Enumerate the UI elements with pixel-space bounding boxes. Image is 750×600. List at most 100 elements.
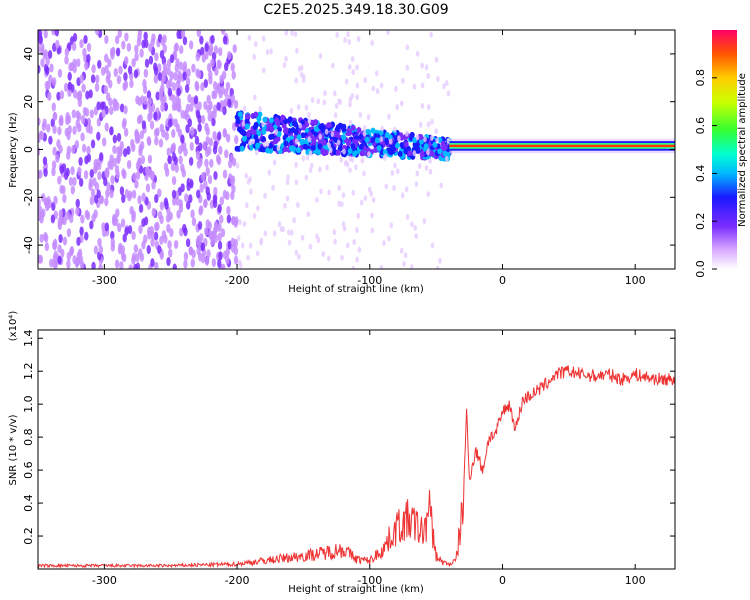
spectrogram-cell (277, 126, 283, 133)
spectrogram-cell (244, 113, 250, 120)
spectrogram-cell (59, 184, 64, 194)
spectrogram-cell (347, 148, 353, 155)
spectrogram-cell (253, 134, 259, 141)
spectrogram-cell (410, 221, 414, 228)
spectrogram-cell (370, 40, 374, 47)
spectrogram-cell (248, 176, 252, 183)
spectrogram-cell (42, 118, 47, 128)
spectrogram-cell (302, 143, 308, 150)
spectrogram-cell (348, 96, 353, 103)
spectrogram-cell (104, 197, 109, 207)
spectrogram-cell (63, 171, 69, 181)
spectrogram-cell (55, 39, 60, 49)
spectrogram-cell (186, 200, 191, 210)
spectrogram-cell (442, 150, 448, 157)
spectrogram-cell (150, 37, 155, 47)
spectrogram-cell (418, 134, 424, 141)
spectrogram-cell (222, 169, 228, 179)
spectrogram-cell (119, 186, 125, 196)
y-tick-label: 0.4 (22, 494, 35, 512)
spectrogram-cell (301, 155, 306, 162)
spectrogram-cell (139, 130, 145, 140)
spectrogram-cell (167, 240, 172, 250)
spectrogram-cell (296, 147, 302, 154)
spectrogram-cell (188, 194, 193, 204)
spectrogram-cell (252, 94, 257, 101)
spectrogram-cell (197, 101, 202, 111)
spectrogram-cell (206, 63, 212, 73)
spectrogram-cell (419, 151, 425, 158)
spectrogram-cell (135, 170, 141, 180)
spectrogram-cell (216, 131, 222, 141)
spectrogram-cell (93, 165, 98, 175)
spectrogram-cell (357, 246, 362, 253)
spectrogram-cell (283, 126, 289, 133)
spectrogram-cell (204, 50, 209, 60)
spectrogram-cell (119, 261, 124, 269)
spectrogram-cell (434, 128, 438, 135)
spectrogram-cell (86, 53, 91, 63)
spectrogram-cell (426, 191, 431, 198)
spectrogram-cell (45, 56, 50, 66)
spectrogram-cell (259, 239, 263, 246)
spectrogram-cell (216, 101, 221, 111)
spectrogram-cell (75, 206, 80, 216)
spectrogram-cell (274, 117, 280, 124)
spectrogram-cell (220, 30, 226, 35)
spectrogram-cell (78, 156, 83, 166)
spectrogram-cell (62, 194, 67, 204)
spectrogram-cell (154, 52, 159, 62)
spectrogram-cell (223, 62, 229, 72)
spectrogram-cell (79, 74, 84, 84)
spectrogram-cell (317, 143, 323, 150)
spectrogram-cell (395, 142, 401, 149)
spectrogram-cell (265, 49, 270, 56)
spectrogram-cell (97, 237, 102, 247)
spectrogram-cell (137, 30, 143, 37)
x-tick-label: -100 (357, 574, 382, 587)
spectrogram-cell (103, 177, 108, 187)
spectrogram-cell (153, 128, 159, 138)
spectrogram-cell (294, 249, 299, 256)
spectrogram-cell (390, 169, 395, 176)
spectrogram-cell (418, 121, 423, 128)
spectrogram-cell (420, 82, 425, 89)
spectrogram-cell (169, 54, 175, 64)
spectrogram-cell (166, 58, 172, 68)
spectrogram-cell (256, 205, 260, 212)
spectrogram-cell (116, 146, 121, 156)
spectrogram-cell (217, 232, 222, 242)
spectrogram-cell (76, 58, 81, 68)
spectrogram-cell (446, 137, 451, 144)
spectrogram-cell (71, 144, 76, 154)
spectrogram-cell (305, 154, 310, 161)
spectrogram-cell (405, 64, 410, 71)
spectrogram-cell (143, 216, 149, 226)
spectrogram-cell (198, 205, 204, 215)
spectrogram-cell (171, 102, 177, 112)
spectrogram-cell (318, 133, 323, 140)
spectrogram-cell (179, 45, 184, 55)
spectrogram-cell (379, 264, 384, 269)
spectrogram-cell (163, 234, 168, 244)
spectrogram-cell (290, 30, 294, 36)
spectrogram-cell (55, 153, 60, 163)
y-tick-label: -20 (22, 188, 35, 206)
spectrogram-cell (161, 73, 166, 83)
spectrogram-cell (418, 138, 424, 145)
spectrogram-cell (201, 171, 206, 181)
spectrogram-cell (146, 90, 152, 100)
spectrogram-cell (153, 111, 158, 121)
spectrogram-cell (83, 34, 88, 44)
spectrogram-cell (157, 245, 162, 255)
spectrogram-cell (213, 220, 219, 230)
spectrogram-cell (298, 122, 303, 129)
spectrogram-cell (81, 143, 87, 153)
spectrogram-cell (140, 95, 145, 105)
spectrogram-cell (66, 259, 71, 269)
spectrogram-cell (299, 71, 304, 78)
spectrogram-cell (51, 167, 56, 177)
spectrogram-cell (65, 211, 70, 221)
spectrogram-cell (262, 116, 268, 123)
spectrogram-cell (426, 104, 431, 111)
